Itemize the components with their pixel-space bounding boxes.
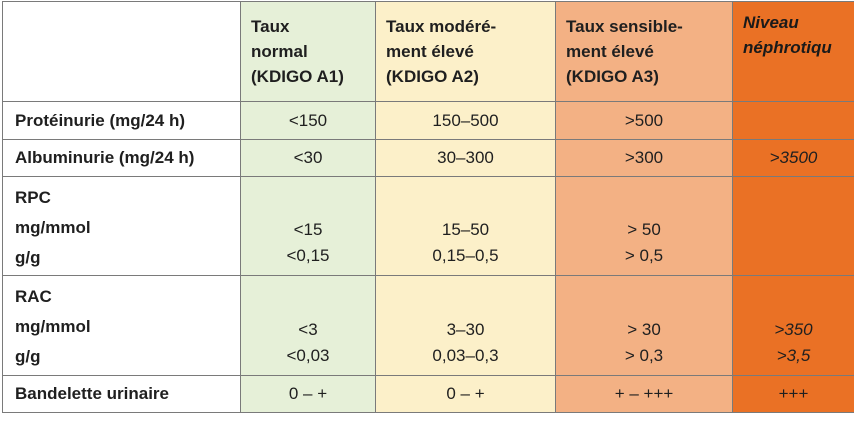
- value-cell: <30: [240, 138, 376, 177]
- value-cell: + – +++: [555, 374, 733, 414]
- value-cell: 15–50 0,15–0,5: [375, 175, 556, 277]
- value-cell: 3–30 0,03–0,3: [375, 275, 556, 376]
- value-cell: 30–300: [375, 138, 556, 177]
- table-row-rpc: RPC mg/mmol g/g <15 <0,15 15–50 0,15–0,5…: [2, 175, 854, 277]
- table-row-dipstick: Bandelette urinaire 0 – + 0 – + + – +++ …: [2, 374, 854, 414]
- value-cell: <150: [240, 101, 376, 140]
- value-cell: 0 – +: [240, 374, 376, 414]
- row-label: Bandelette urinaire: [2, 374, 241, 414]
- value-cell: >350 >3,5: [732, 275, 854, 376]
- row-label: Albuminurie (mg/24 h): [2, 138, 241, 177]
- row-label: Protéinurie (mg/24 h): [2, 101, 241, 140]
- value-cell: [732, 101, 854, 140]
- value-cell: 150–500: [375, 101, 556, 140]
- value-cell: >3500: [732, 138, 854, 177]
- albuminuria-classification-table: Taux normal (KDIGO A1) Taux modéré- ment…: [2, 0, 854, 414]
- value-cell: >300: [555, 138, 733, 177]
- header-severe: Taux sensible- ment élevé (KDIGO A3): [555, 0, 733, 103]
- value-cell: [732, 175, 854, 277]
- table-row-rac: RAC mg/mmol g/g <3 <0,03 3–30 0,03–0,3 >…: [2, 275, 854, 376]
- header-corner-cell: [2, 0, 241, 103]
- value-cell: >500: [555, 101, 733, 140]
- header-row: Taux normal (KDIGO A1) Taux modéré- ment…: [2, 0, 854, 103]
- value-cell: +++: [732, 374, 854, 414]
- row-label: RAC mg/mmol g/g: [2, 275, 241, 376]
- header-normal: Taux normal (KDIGO A1): [240, 0, 376, 103]
- header-nephrotic: Niveau néphrotiqu: [732, 0, 854, 103]
- value-cell: > 50 > 0,5: [555, 175, 733, 277]
- value-cell: 0 – +: [375, 374, 556, 414]
- table-row-albuminuria: Albuminurie (mg/24 h) <30 30–300 >300 >3…: [2, 138, 854, 177]
- value-cell: <3 <0,03: [240, 275, 376, 376]
- value-cell: <15 <0,15: [240, 175, 376, 277]
- table-row-proteinuria: Protéinurie (mg/24 h) <150 150–500 >500: [2, 101, 854, 140]
- row-label: RPC mg/mmol g/g: [2, 175, 241, 277]
- value-cell: > 30 > 0,3: [555, 275, 733, 376]
- header-moderate: Taux modéré- ment élevé (KDIGO A2): [375, 0, 556, 103]
